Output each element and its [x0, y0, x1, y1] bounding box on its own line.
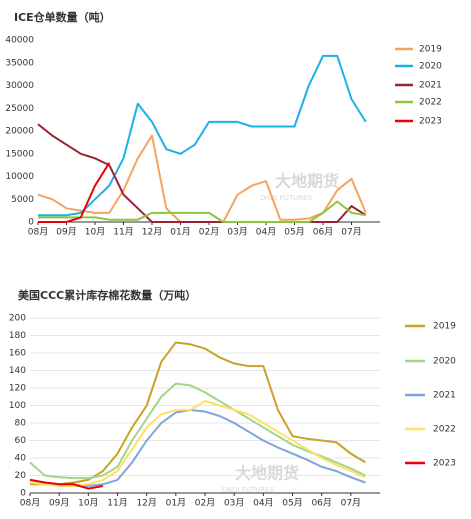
- legend-label: 2023: [419, 117, 442, 127]
- y-tick-label: 100: [9, 401, 26, 411]
- series-line: [38, 200, 366, 223]
- x-tick-label: 12月: [142, 227, 162, 238]
- x-tick-label: 09月: [49, 498, 69, 509]
- x-tick-label: 06月: [313, 227, 333, 238]
- y-tick-label: 30000: [5, 81, 34, 91]
- x-tick-label: 05月: [284, 227, 304, 238]
- y-tick-label: 20: [15, 471, 27, 481]
- legend-label: 2019: [419, 45, 442, 55]
- series-line: [29, 478, 104, 490]
- x-tick-label: 06月: [311, 498, 331, 509]
- x-tick-label: 02月: [199, 227, 219, 238]
- x-tick-label: 11月: [113, 227, 133, 238]
- y-tick-label: 200: [9, 314, 26, 324]
- y-tick-label: 40: [15, 454, 27, 464]
- y-tick-label: 80: [15, 419, 27, 429]
- legend-label: 2022: [433, 425, 456, 435]
- y-tick-label: 0: [28, 218, 34, 228]
- legend-label: 2019: [433, 322, 456, 332]
- legend-label: 2021: [433, 391, 456, 401]
- legend-label: 2021: [419, 81, 442, 91]
- x-tick-label: 12月: [136, 498, 156, 509]
- x-tick-label: 07月: [341, 498, 361, 509]
- y-tick-label: 140: [9, 366, 26, 376]
- y-tick-label: 180: [9, 331, 26, 341]
- x-tick-label: 10月: [85, 227, 105, 238]
- x-tick-label: 05月: [282, 498, 302, 509]
- y-tick-label: 60: [15, 436, 27, 446]
- y-tick-label: 5000: [11, 195, 34, 205]
- y-tick-label: 0: [20, 489, 26, 499]
- x-tick-label: 04月: [256, 227, 276, 238]
- legend-label: 2020: [419, 62, 442, 72]
- watermark-en: DADI FUTURES: [260, 194, 313, 202]
- y-tick-label: 25000: [5, 104, 34, 114]
- x-tick-label: 01月: [166, 498, 186, 509]
- y-tick-label: 40000: [5, 36, 34, 46]
- x-tick-label: 04月: [253, 498, 273, 509]
- legend-label: 2020: [433, 357, 456, 367]
- x-tick-label: 01月: [170, 227, 190, 238]
- y-tick-label: 15000: [5, 149, 34, 159]
- x-tick-label: 03月: [227, 227, 247, 238]
- watermark: 大地期货: [275, 172, 339, 191]
- series-line: [38, 54, 367, 217]
- series-line: [37, 123, 367, 223]
- x-tick-label: 10月: [78, 498, 98, 509]
- chart-title: 美国CCC累计库存棉花数量（万吨）: [18, 288, 196, 302]
- x-tick-label: 07月: [341, 227, 361, 238]
- watermark-en: DADI FUTURES: [222, 486, 275, 494]
- series-line: [38, 162, 111, 223]
- x-tick-label: 03月: [224, 498, 244, 509]
- x-tick-label: 08月: [20, 498, 40, 509]
- y-tick-label: 20000: [5, 127, 34, 137]
- x-tick-label: 08月: [28, 227, 48, 238]
- x-tick-label: 11月: [107, 498, 127, 509]
- series-line: [30, 341, 366, 486]
- legend-label: 2023: [433, 459, 456, 469]
- x-tick-label: 02月: [195, 498, 215, 509]
- y-tick-label: 160: [9, 349, 26, 359]
- legend-label: 2022: [419, 98, 442, 108]
- chart-title: ICE仓单数量（吨）: [14, 10, 111, 24]
- watermark: 大地期货: [235, 464, 299, 483]
- y-tick-label: 35000: [5, 58, 34, 68]
- series-line: [29, 408, 366, 487]
- x-tick-label: 09月: [56, 227, 76, 238]
- y-tick-label: 10000: [5, 172, 34, 182]
- series-line: [29, 400, 366, 487]
- y-tick-label: 120: [9, 384, 26, 394]
